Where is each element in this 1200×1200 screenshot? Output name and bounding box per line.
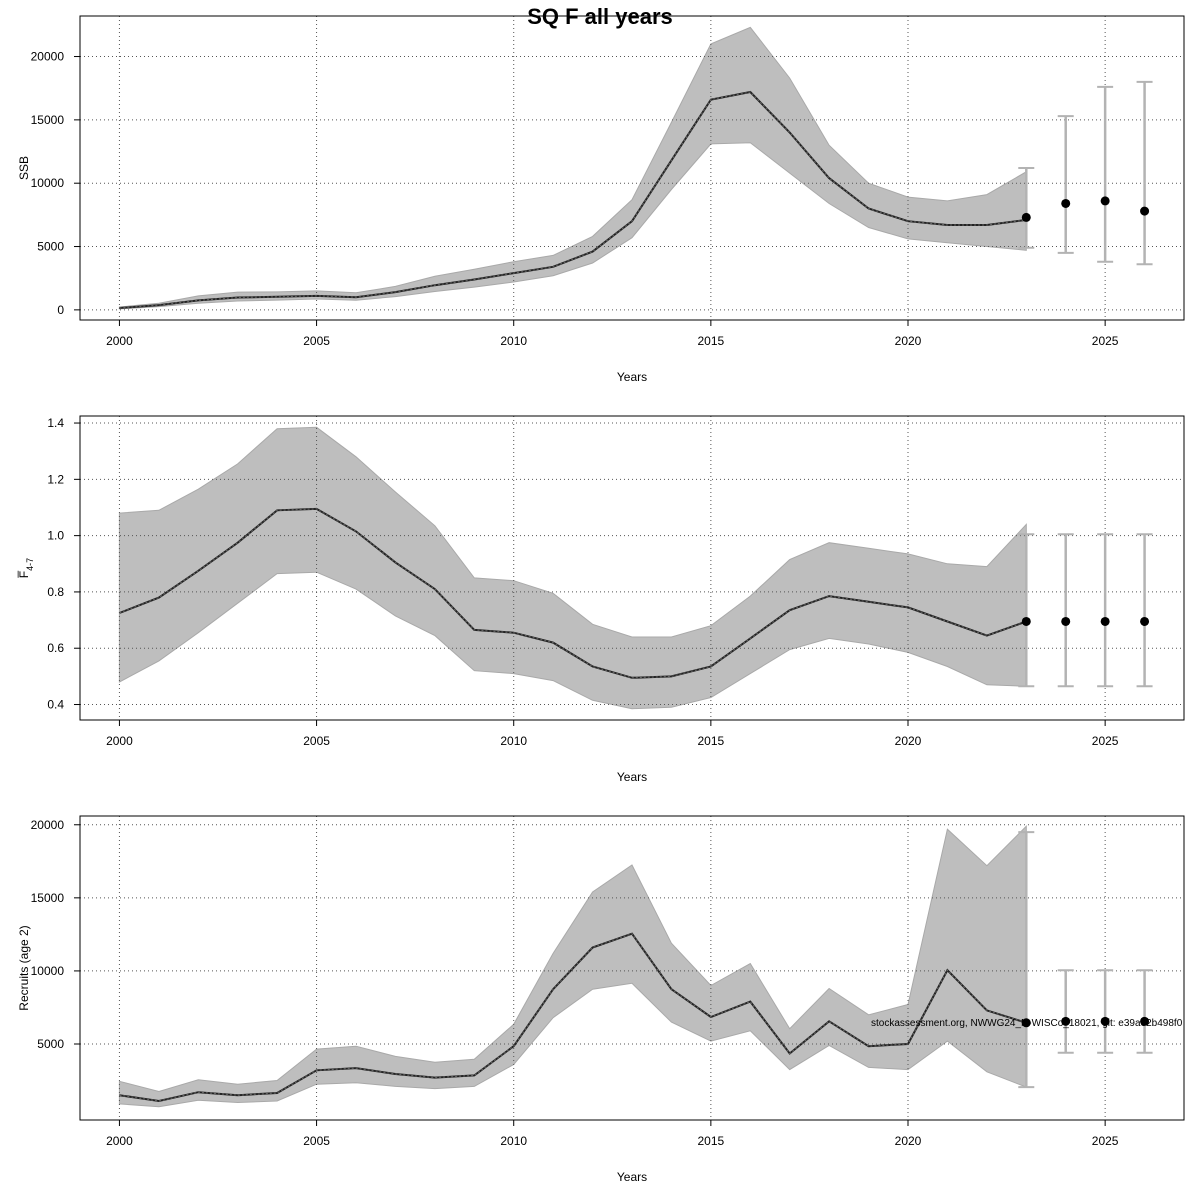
forecast-point — [1140, 206, 1150, 216]
x-tick-label: 2010 — [500, 734, 527, 748]
y-tick-label: 1.0 — [47, 529, 64, 543]
forecast-point — [1100, 196, 1110, 206]
y-tick-label: 5000 — [37, 240, 64, 254]
x-tick-label: 2020 — [895, 734, 922, 748]
plot-frame — [79, 15, 1185, 321]
plot-frame — [79, 415, 1185, 721]
y-tick-label: 20000 — [31, 50, 65, 64]
x-tick-label: 2005 — [303, 334, 330, 348]
y-tick-label: 10000 — [31, 176, 65, 190]
y-tick-label: 10000 — [31, 964, 65, 978]
y-tick-label: 0.4 — [47, 698, 64, 712]
grid — [80, 816, 1184, 1120]
forecast-point — [1140, 616, 1150, 626]
grid — [80, 416, 1184, 720]
x-tick-label: 2025 — [1092, 1134, 1119, 1148]
confidence-band — [118, 26, 1027, 310]
panel-3: 2000 2005 2010 2015 2020 2025 5000 10000 15000 20… — [17, 815, 1185, 1184]
y-tick-label: 0.8 — [47, 585, 64, 599]
forecast-point — [1100, 1016, 1110, 1026]
x-tick-label: 2020 — [895, 334, 922, 348]
y-tick-label: 1.2 — [47, 472, 64, 486]
panel-1: 2000 2005 2010 2015 2020 2025 0 5000 10000 15000 2… — [17, 15, 1185, 384]
x-tick-label: 2000 — [106, 334, 133, 348]
x-tick-label: 2025 — [1092, 734, 1119, 748]
x-tick-label: 2010 — [500, 1134, 527, 1148]
panel-2: 2000 2005 2010 2015 2020 2025 0.4 0.6 0.8 1.0 1.2 1… — [17, 415, 1185, 784]
watermark-text: stockassessment.org, NWWG24_N-WISCo_1802… — [871, 1018, 1183, 1029]
x-tick-label: 2000 — [106, 734, 133, 748]
estimate-line-dash — [119, 933, 1027, 1102]
estimate-line-dash — [119, 508, 1027, 679]
forecast-point — [1061, 198, 1071, 208]
y-tick-label: 15000 — [31, 891, 65, 905]
y-tick-label: 15000 — [31, 113, 65, 127]
x-tick-label: 2000 — [106, 1134, 133, 1148]
x-tick-label: 2005 — [303, 734, 330, 748]
x-tick-label: 2005 — [303, 1134, 330, 1148]
y-tick-label: 1.4 — [47, 416, 64, 430]
y-tick-label: 5000 — [37, 1037, 64, 1051]
x-axis-label: Years — [617, 1170, 647, 1184]
plot-frame — [79, 815, 1185, 1121]
forecast-point — [1061, 1016, 1071, 1026]
x-axis-label: Years — [617, 370, 647, 384]
x-tick-label: 2010 — [500, 334, 527, 348]
x-tick-label: 2015 — [698, 1134, 725, 1148]
forecast-point — [1021, 212, 1031, 222]
y-tick-label: 0 — [57, 303, 64, 317]
x-tick-label: 2025 — [1092, 334, 1119, 348]
forecast-point — [1021, 1018, 1031, 1028]
x-tick-label: 2015 — [698, 334, 725, 348]
y-axis-label: Recruits (age 2) — [17, 925, 31, 1010]
y-tick-label: 20000 — [31, 818, 65, 832]
forecast-point — [1100, 616, 1110, 626]
forecast-point — [1021, 616, 1031, 626]
forecast-point — [1061, 616, 1071, 626]
x-tick-label: 2015 — [698, 734, 725, 748]
forecast-point — [1140, 1016, 1150, 1026]
estimate-line-dash — [119, 91, 1027, 309]
grid — [80, 16, 1184, 320]
x-axis-label: Years — [617, 770, 647, 784]
x-tick-label: 2020 — [895, 1134, 922, 1148]
y-tick-label: 0.6 — [47, 641, 64, 655]
y-axis-label: SSB — [17, 156, 31, 180]
y-axis-label-subscript: 4-7 — [25, 558, 35, 571]
